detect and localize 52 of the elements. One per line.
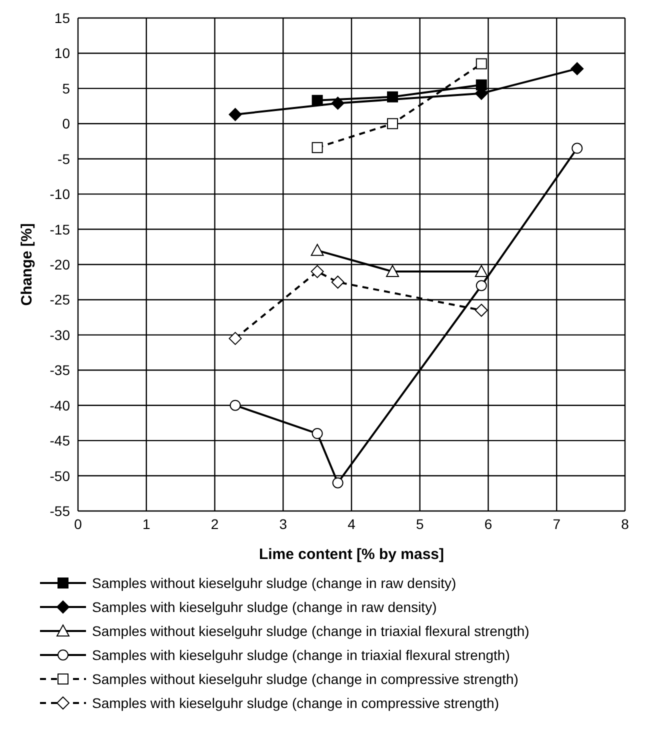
legend-label: Samples with kieselguhr sludge (change in triaxial flexural strength) (92, 647, 510, 663)
x-tick-label: 5 (416, 516, 424, 532)
y-tick-label: -25 (50, 292, 70, 308)
point (572, 142, 583, 154)
point (312, 142, 323, 154)
x-tick-label: 2 (210, 516, 219, 532)
y-tick-label: -55 (50, 502, 70, 519)
legend-label: Samples with kieselguhr sludge (change in raw density) (92, 599, 437, 615)
y-tick-label: 5 (62, 80, 70, 96)
point (387, 91, 398, 102)
x-tick-label: 1 (142, 516, 150, 532)
point (312, 428, 323, 440)
x-tick-label: 7 (552, 516, 561, 532)
y-tick-label: -35 (50, 362, 70, 378)
point (332, 477, 344, 488)
y-tick-label: 15 (54, 10, 70, 26)
point (228, 108, 242, 121)
x-tick-label: 4 (348, 516, 356, 532)
point (386, 265, 400, 278)
legend-label: Samples with kieselguhr sludge (change in compressive strength) (92, 695, 499, 711)
y-tick-label: -10 (50, 186, 70, 202)
legend-label: Samples without kieselguhr sludge (change in compressive strength) (92, 671, 518, 687)
y-axis-title: Change [%] (18, 223, 36, 306)
y-tick-label: 0 (62, 116, 70, 132)
y-tick-label: -40 (50, 397, 70, 414)
y-tick-label: -30 (50, 326, 70, 343)
x-tick-label: 6 (484, 516, 492, 532)
x-axis-title: Lime content [% by mass] (258, 546, 444, 563)
legend-label: Samples without kieselguhr sludge (change in raw density) (92, 575, 456, 591)
point (331, 276, 344, 289)
legend-label: Samples without kieselguhr sludge (change in triaxial flexural strength) (92, 623, 530, 639)
point (474, 304, 488, 317)
x-tick-label: 3 (279, 516, 288, 532)
point (476, 280, 487, 292)
point (476, 58, 487, 70)
y-tick-label: -50 (50, 468, 70, 484)
point (570, 62, 584, 76)
point (228, 332, 242, 345)
point (387, 118, 398, 130)
point (331, 96, 344, 110)
point (310, 244, 324, 256)
y-tick-label: -45 (50, 432, 70, 449)
point (310, 265, 324, 278)
y-tick-label: 10 (54, 45, 70, 62)
point (474, 265, 488, 278)
x-tick-label: 0 (74, 516, 82, 532)
y-tick-label: -20 (50, 256, 70, 272)
y-tick-label: -5 (58, 150, 70, 167)
x-tick-label: 8 (621, 516, 630, 532)
point (230, 400, 241, 411)
point (312, 94, 323, 106)
y-tick-label: -15 (50, 221, 70, 238)
